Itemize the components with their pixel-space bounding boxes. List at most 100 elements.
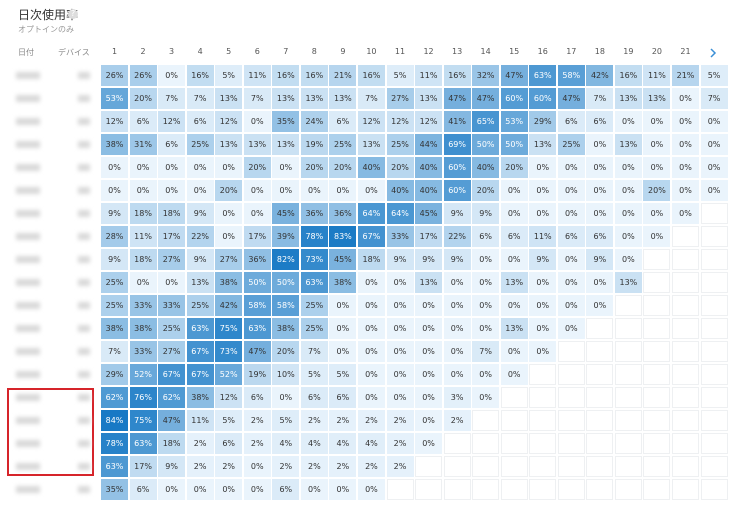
empty-cell <box>472 479 500 500</box>
empty-cell <box>443 479 471 500</box>
next-arrow[interactable] <box>708 47 718 59</box>
heat-cell: 38% <box>186 387 214 408</box>
heat-cell: 53% <box>101 88 128 109</box>
heat-cell: 73% <box>215 341 243 362</box>
heat-cell: 58% <box>557 65 585 86</box>
heat-cell: 11% <box>186 410 214 431</box>
heat-cell: 38% <box>215 272 243 293</box>
empty-cell <box>472 433 500 454</box>
heat-cell: 0% <box>557 249 585 270</box>
empty-cell <box>614 318 642 339</box>
heat-cell: 0% <box>329 295 357 316</box>
heat-cell: 20% <box>300 157 328 178</box>
empty-cell <box>672 249 699 270</box>
heat-cell: 7% <box>300 341 328 362</box>
device-label <box>78 417 90 424</box>
empty-cell <box>700 364 728 385</box>
empty-cell <box>700 341 728 362</box>
heat-cell: 33% <box>129 295 157 316</box>
heat-cell: 26% <box>101 65 128 86</box>
device-label <box>78 187 90 194</box>
heat-cell: 28% <box>101 226 128 247</box>
heat-cell: 6% <box>129 111 157 132</box>
heat-cell: 0% <box>158 479 186 500</box>
empty-cell <box>614 295 642 316</box>
heat-cell: 0% <box>272 387 300 408</box>
heat-cell: 38% <box>329 272 357 293</box>
empty-cell <box>614 410 642 431</box>
heat-cell: 0% <box>500 249 528 270</box>
heat-cell: 83% <box>329 226 357 247</box>
heat-cell: 0% <box>386 318 414 339</box>
heat-cell: 9% <box>101 249 128 270</box>
heat-cell: 11% <box>529 226 557 247</box>
heat-cell: 0% <box>586 295 614 316</box>
heat-cell: 13% <box>415 88 443 109</box>
column-header: 15 <box>509 47 520 56</box>
heat-cell: 0% <box>272 157 300 178</box>
heat-cell: 16% <box>272 65 300 86</box>
heat-cell: 0% <box>415 341 443 362</box>
heat-cell: 5% <box>386 65 414 86</box>
heat-cell: 11% <box>129 226 157 247</box>
heat-cell: 0% <box>500 295 528 316</box>
heat-cell: 63% <box>243 318 271 339</box>
heat-cell: 67% <box>158 364 186 385</box>
heat-cell: 47% <box>472 88 500 109</box>
empty-cell <box>557 364 585 385</box>
heat-cell: 25% <box>101 272 128 293</box>
empty-cell <box>557 341 585 362</box>
heat-cell: 0% <box>101 180 128 201</box>
heat-cell: 2% <box>215 456 243 477</box>
heat-cell: 0% <box>529 157 557 178</box>
heat-cell: 0% <box>529 272 557 293</box>
column-header: 7 <box>283 47 289 56</box>
heat-cell: 7% <box>357 88 385 109</box>
heat-cell: 0% <box>215 157 243 178</box>
heat-cell: 0% <box>243 203 271 224</box>
heat-cell: 0% <box>586 134 614 155</box>
heat-cell: 33% <box>386 226 414 247</box>
heat-cell: 64% <box>386 203 414 224</box>
empty-cell <box>672 226 699 247</box>
heat-cell: 0% <box>643 111 671 132</box>
heat-cell: 16% <box>357 65 385 86</box>
heat-cell: 5% <box>700 65 728 86</box>
heat-cell: 60% <box>443 157 471 178</box>
heat-cell: 9% <box>386 249 414 270</box>
column-header: 14 <box>480 47 491 56</box>
empty-cell <box>614 479 642 500</box>
empty-cell <box>700 203 728 224</box>
column-header: 3 <box>169 47 175 56</box>
heat-cell: 0% <box>614 226 642 247</box>
empty-cell <box>672 410 699 431</box>
heat-cell: 75% <box>215 318 243 339</box>
heat-cell: 0% <box>700 157 728 178</box>
heat-cell: 12% <box>158 111 186 132</box>
empty-cell <box>643 456 671 477</box>
heat-cell: 0% <box>357 479 385 500</box>
heat-cell: 2% <box>357 456 385 477</box>
heat-cell: 6% <box>329 111 357 132</box>
heat-cell: 0% <box>243 456 271 477</box>
heat-cell: 7% <box>101 341 128 362</box>
heat-cell: 36% <box>243 249 271 270</box>
heat-cell: 33% <box>158 295 186 316</box>
heat-cell: 0% <box>415 295 443 316</box>
help-icon[interactable]: ? <box>68 9 78 19</box>
empty-cell <box>500 387 528 408</box>
heat-cell: 60% <box>443 180 471 201</box>
heat-cell: 0% <box>243 479 271 500</box>
heat-cell: 2% <box>300 456 328 477</box>
heat-cell: 2% <box>243 410 271 431</box>
column-header: 5 <box>226 47 232 56</box>
device-label <box>78 279 90 286</box>
heat-cell: 12% <box>415 111 443 132</box>
column-header: 19 <box>623 47 634 56</box>
heat-cell: 0% <box>101 157 128 178</box>
empty-cell <box>557 433 585 454</box>
empty-cell <box>586 387 614 408</box>
empty-cell <box>415 479 443 500</box>
heat-cell: 2% <box>386 433 414 454</box>
heat-cell: 40% <box>386 180 414 201</box>
